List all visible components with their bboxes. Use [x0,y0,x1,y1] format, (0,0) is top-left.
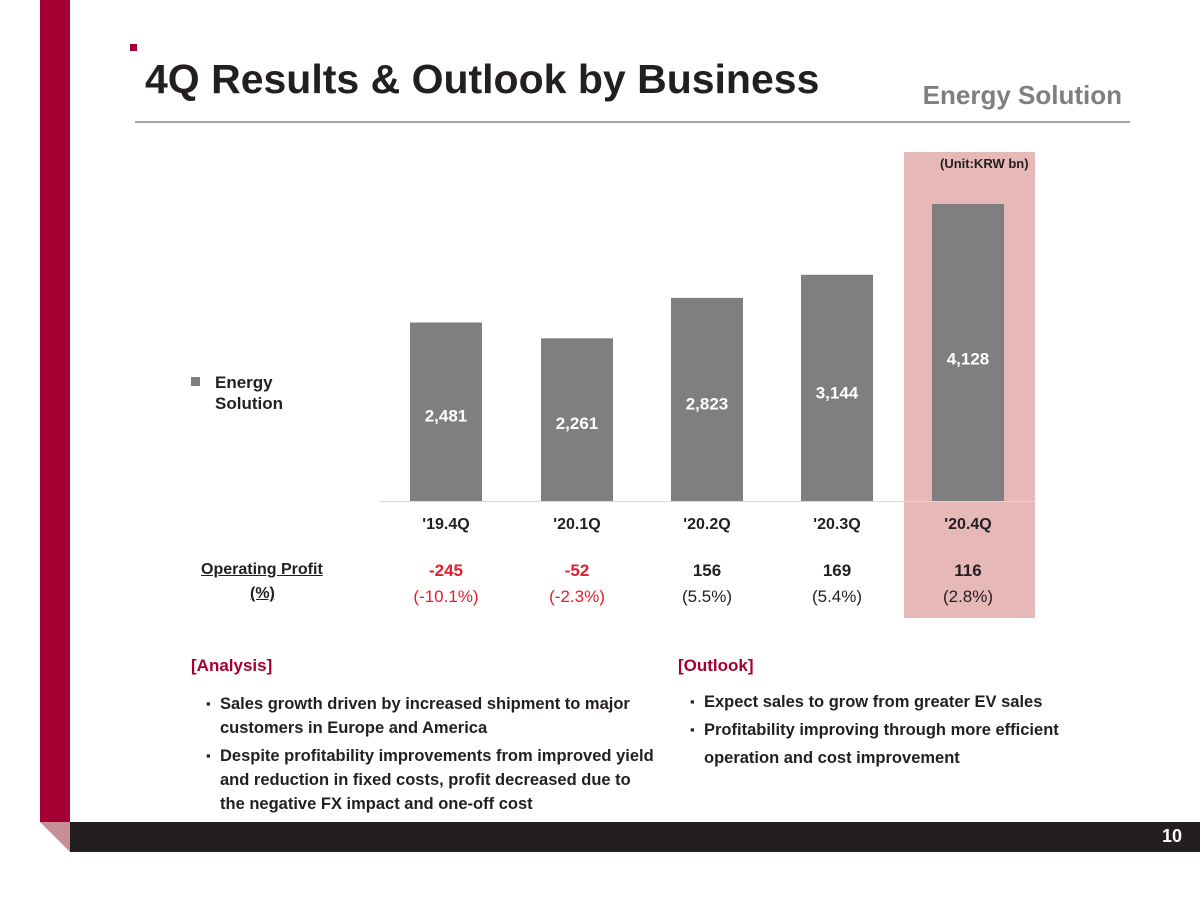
operating-margin-value: (-2.3%) [549,587,605,606]
operating-margin-row: (-10.1%) (-2.3%) (5.5%) (5.4%) (2.8%) [0,587,1200,609]
operating-profit-value: 116 [954,561,982,580]
category-label: '19.4Q [422,516,469,533]
operating-margin-value: (2.8%) [942,587,994,606]
unit-label: (Unit:KRW bn) [940,156,1029,171]
operating-profit-value: -52 [564,561,590,580]
bar-value-label: 2,261 [556,414,599,433]
category-label: '20.3Q [813,516,860,533]
outlook-bullet: Profitability improving through more eff… [690,716,1110,772]
outlook-heading: [Outlook] [678,656,754,675]
analysis-bullet: Sales growth driven by increased shipmen… [206,692,656,740]
operating-margin-value: (5.5%) [681,587,733,606]
category-label: '20.1Q [553,516,600,533]
analysis-list: Sales growth driven by increased shipmen… [206,692,656,816]
bar-value-label: 2,823 [686,395,729,414]
analysis-bullet: Despite profitability improvements from … [206,744,656,816]
page-title: 4Q Results & Outlook by Business [145,56,820,102]
outlook-list: Expect sales to grow from greater EV sal… [690,688,1110,772]
analysis-heading: [Analysis] [191,656,273,675]
operating-profit-row: -245 -52 156 169 116 [0,561,1200,583]
legend-label: Energy Solution [215,373,283,413]
bar-1 [541,338,613,501]
bar-0 [410,322,482,501]
operating-profit-value: -245 [428,561,464,580]
chart-baseline [380,501,1035,502]
operating-margin-value: (5.4%) [811,587,863,606]
category-label: '20.4Q [944,516,991,533]
left-bar-fold [40,822,70,852]
bar-4 [932,204,1004,501]
footer-bar [70,822,1200,852]
bar-value-label: 3,144 [816,383,859,402]
bar-value-label: 2,481 [425,406,468,425]
operating-profit-value: 169 [822,561,852,580]
outlook-bullet: Expect sales to grow from greater EV sal… [690,688,1110,716]
title-divider [135,121,1130,123]
operating-margin-label: (%) [250,585,275,602]
operating-profit-value: 156 [692,561,722,580]
bar-2 [671,297,743,501]
left-accent-bar [40,0,70,822]
page-number: 10 [1161,826,1182,846]
bar-3 [801,274,873,501]
title-bullet-marker [130,44,137,51]
section-subtitle: Energy Solution [922,80,1122,110]
operating-margin-value: (-10.1%) [413,587,479,606]
legend-swatch [191,377,200,386]
category-label: '20.2Q [683,516,730,533]
bar-value-label: 4,128 [947,349,990,368]
operating-profit-label: Operating Profit [201,561,323,578]
